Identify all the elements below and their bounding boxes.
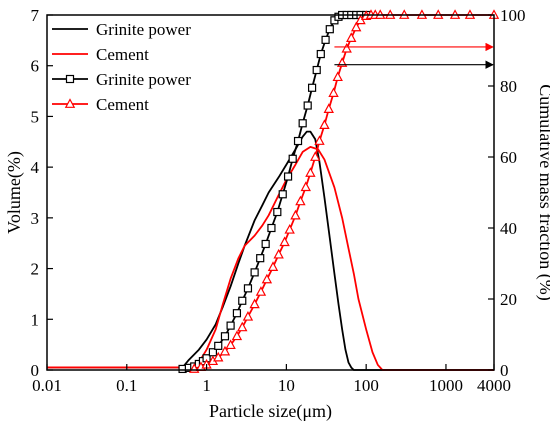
data-point: [307, 83, 317, 92]
data-point: [237, 321, 248, 332]
data-point: [293, 136, 303, 146]
x-tick-label: 0.01: [32, 376, 62, 395]
legend-item: Grinite power: [52, 70, 191, 89]
series-1: [47, 130, 494, 371]
data-point: [267, 261, 279, 271]
data-point: [303, 101, 312, 110]
x-tick-label: 100: [353, 376, 379, 395]
data-point: [288, 154, 297, 163]
y-left-tick-label: 2: [31, 260, 40, 279]
data-point: [283, 172, 293, 181]
y-axis-right: 0 20 40 60 80 100: [488, 6, 526, 380]
data-point: [341, 42, 352, 53]
y-right-tick-label: 80: [500, 77, 517, 96]
data-point: [332, 71, 343, 82]
data-point: [261, 273, 273, 284]
data-point: [214, 341, 223, 350]
y-right-tick-label: 20: [500, 290, 517, 309]
data-point: [310, 151, 321, 161]
data-point: [312, 65, 321, 75]
y-right-tick-label: 100: [500, 6, 526, 25]
data-point: [273, 248, 284, 259]
data-point: [273, 207, 282, 217]
legend: Grinite power Cement Grinite power Cement: [52, 20, 191, 114]
plot-area: [47, 9, 500, 374]
data-point: [305, 167, 316, 177]
series-line: [47, 130, 494, 371]
series-line: [47, 145, 494, 371]
y-axis-left: 0 1 2 3 4 5 6 7: [31, 6, 53, 380]
data-point: [250, 268, 259, 277]
y-right-tick-label: 40: [500, 219, 517, 238]
y-axis-right-title: Cumulative mass fraction (%): [535, 84, 550, 300]
data-point: [213, 351, 224, 362]
y-left-tick-label: 3: [31, 209, 40, 228]
legend-marker: [65, 74, 75, 84]
data-point: [225, 339, 236, 350]
y-left-tick-label: 6: [31, 57, 40, 76]
data-point: [319, 119, 330, 129]
x-axis-title: Particle size(μm): [209, 401, 332, 422]
data-point: [321, 35, 330, 44]
legend-label: Grinite power: [96, 20, 191, 39]
y-left-tick-label: 7: [31, 6, 40, 25]
legend-label: Grinite power: [96, 70, 191, 89]
x-tick-label: 1000: [429, 376, 463, 395]
y-left-tick-label: 5: [31, 107, 40, 126]
data-point: [220, 332, 230, 341]
data-point: [242, 310, 254, 321]
data-point: [255, 286, 267, 296]
y-left-tick-label: 4: [31, 158, 40, 177]
data-point: [267, 223, 276, 233]
legend-item: Cement: [52, 95, 149, 114]
data-point: [295, 195, 306, 206]
data-point: [325, 25, 334, 34]
y-left-tick-label: 1: [31, 310, 40, 329]
data-point: [300, 181, 311, 192]
data-point: [256, 254, 265, 263]
y-right-tick-label: 60: [500, 148, 517, 167]
y-left-tick-label: 0: [31, 361, 40, 380]
data-point: [243, 284, 253, 293]
data-point: [238, 296, 247, 305]
data-point: [278, 190, 287, 199]
legend-item: Cement: [52, 45, 149, 64]
data-point: [350, 21, 362, 32]
data-point: [231, 330, 243, 341]
legend-marker: [64, 98, 76, 108]
data-point: [219, 345, 231, 356]
x-tick-label: 1: [202, 376, 211, 395]
data-point: [279, 236, 290, 247]
data-point: [298, 119, 307, 128]
data-point: [314, 135, 325, 145]
y-right-tick-label: 0: [500, 361, 509, 380]
y-axis-left-title: Volume(%): [4, 151, 25, 234]
x-tick-label: 4000: [477, 376, 511, 395]
legend-label: Cement: [96, 45, 149, 64]
data-point: [316, 49, 325, 59]
x-tick-label: 0.1: [116, 376, 137, 395]
plot-frame: [46, 14, 495, 371]
data-point: [323, 103, 334, 113]
data-point: [261, 239, 270, 249]
data-point: [226, 321, 235, 330]
legend-item: Grinite power: [52, 20, 191, 39]
legend-label: Cement: [96, 95, 149, 114]
series-2: [47, 145, 494, 371]
x-tick-label: 10: [278, 376, 295, 395]
data-point: [290, 209, 301, 220]
data-point: [232, 309, 242, 318]
data-point: [284, 224, 295, 234]
data-point: [346, 32, 357, 42]
x-axis: 0.01 0.1 1 10 100 1000 4000: [32, 364, 511, 395]
series-line: [182, 14, 367, 370]
data-point: [328, 87, 339, 97]
data-point: [249, 298, 260, 309]
